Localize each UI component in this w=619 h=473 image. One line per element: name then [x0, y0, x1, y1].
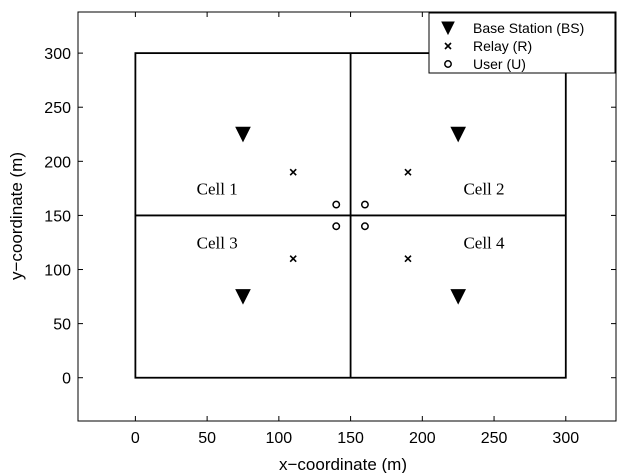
- x-tick-label: 100: [266, 430, 293, 447]
- y-tick-label: 250: [44, 100, 71, 117]
- user-marker: [360, 222, 369, 231]
- user-marker: [360, 200, 369, 209]
- y-tick-label: 200: [44, 154, 71, 171]
- y-tick-label: 100: [44, 263, 71, 280]
- cell-label: Cell 2: [463, 179, 504, 198]
- user-marker: [332, 222, 341, 231]
- user-marker: [332, 200, 341, 209]
- legend-box: [428, 12, 616, 74]
- legend-label: Relay (R): [473, 38, 532, 54]
- y-tick-label: 300: [44, 46, 71, 63]
- legend-base-station-marker: [441, 21, 455, 36]
- x-tick-label: 150: [337, 430, 364, 447]
- y-tick-label: 150: [44, 208, 71, 225]
- x-tick-label: 300: [552, 430, 579, 447]
- x-axis-ticks: 0 50 100 150 200 250 300: [131, 12, 579, 447]
- cell-annotations: Cell 1 Cell 2 Cell 3 Cell 4: [197, 179, 505, 252]
- legend: Base Station (BS) Relay (R) User (U): [428, 12, 616, 74]
- relay-marker: [404, 255, 412, 263]
- base-station-marker: [450, 126, 466, 143]
- y-tick-label: 0: [62, 371, 71, 388]
- relay-marker: [289, 168, 297, 176]
- base-station-marker: [235, 289, 251, 305]
- base-station-marker: [235, 126, 251, 143]
- relay-marker: [289, 255, 297, 263]
- base-station-marker: [450, 289, 466, 305]
- legend-user-marker: [444, 60, 452, 68]
- y-axis-label: y−coordinate (m): [7, 152, 26, 280]
- data-points: [235, 126, 466, 305]
- y-tick-label: 50: [53, 317, 71, 334]
- legend-relay-marker: [444, 42, 452, 50]
- cell-boundaries: [134, 52, 567, 379]
- x-tick-label: 50: [198, 430, 216, 447]
- x-tick-label: 200: [409, 430, 436, 447]
- legend-label: Base Station (BS): [473, 20, 584, 36]
- x-tick-label: 0: [131, 430, 140, 447]
- x-tick-label: 250: [481, 430, 508, 447]
- cell-label: Cell 4: [463, 233, 505, 252]
- legend-label: User (U): [473, 56, 526, 72]
- cell-label: Cell 3: [197, 233, 238, 252]
- relay-marker: [404, 168, 412, 176]
- y-axis-ticks: 0 50 100 150 200 250 300: [44, 46, 616, 388]
- plot-area: [77, 11, 617, 422]
- x-axis-label: x−coordinate (m): [279, 455, 407, 473]
- cell-label: Cell 1: [197, 179, 238, 198]
